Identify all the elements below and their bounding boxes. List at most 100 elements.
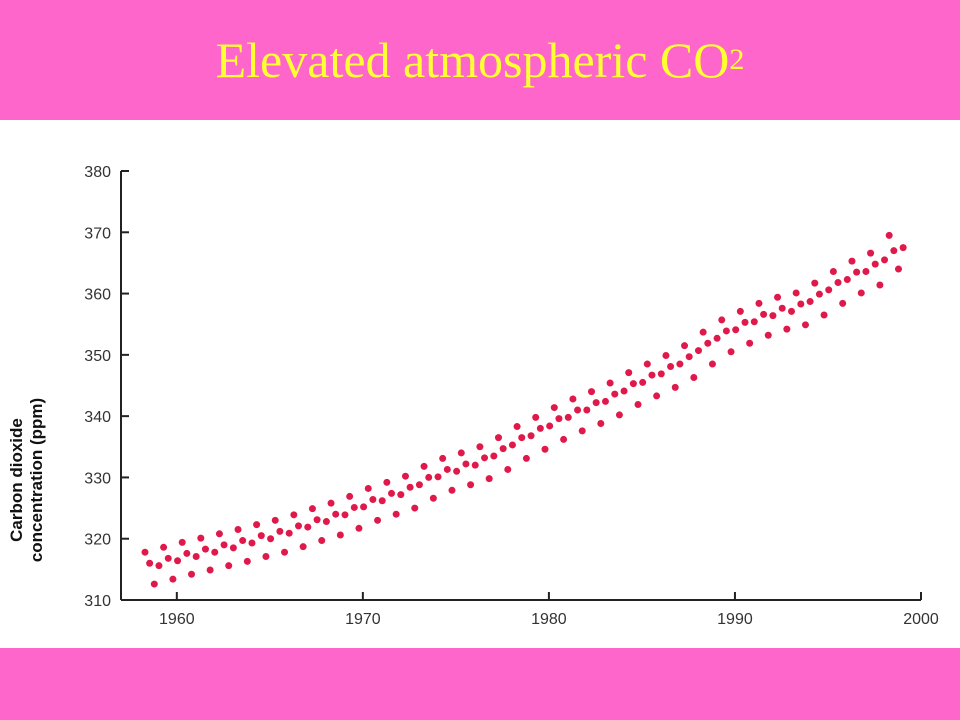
data-point xyxy=(257,532,265,540)
data-point xyxy=(457,449,465,457)
data-point xyxy=(597,419,605,427)
data-point xyxy=(369,495,377,503)
data-point xyxy=(829,268,837,276)
data-point xyxy=(527,432,535,440)
y-tick-label: 360 xyxy=(84,287,111,304)
data-point xyxy=(546,422,554,430)
data-point xyxy=(374,516,382,524)
data-point xyxy=(588,388,596,396)
data-point xyxy=(606,379,614,387)
data-point xyxy=(313,516,321,524)
data-point xyxy=(578,427,586,435)
data-point xyxy=(476,443,484,451)
title-text: Elevated atmospheric CO xyxy=(215,32,730,88)
data-point xyxy=(839,299,847,307)
data-point xyxy=(685,353,693,361)
data-point xyxy=(248,539,256,547)
y-tick-label: 310 xyxy=(84,593,111,610)
data-point xyxy=(392,510,400,518)
data-point xyxy=(141,548,149,556)
data-point xyxy=(732,326,740,334)
data-point xyxy=(420,462,428,470)
data-point xyxy=(811,279,819,287)
data-point xyxy=(657,370,665,378)
data-point xyxy=(220,541,228,549)
data-point xyxy=(169,575,177,583)
data-point xyxy=(815,290,823,298)
data-point xyxy=(541,445,549,453)
x-tick-label: 1990 xyxy=(717,611,753,628)
data-point xyxy=(746,339,754,347)
data-point xyxy=(401,472,409,480)
data-point xyxy=(188,570,196,578)
data-point xyxy=(867,249,875,257)
y-tick-label: 320 xyxy=(84,532,111,549)
data-point xyxy=(574,406,582,414)
data-point xyxy=(722,327,730,335)
data-point xyxy=(797,300,805,308)
data-point xyxy=(448,486,456,494)
data-point xyxy=(681,342,689,350)
data-point xyxy=(178,538,186,546)
data-point xyxy=(364,484,372,492)
data-point xyxy=(662,351,670,359)
data-point xyxy=(615,411,623,419)
data-point xyxy=(388,489,396,497)
data-point xyxy=(229,544,237,552)
data-point xyxy=(699,328,707,336)
data-point xyxy=(471,461,479,469)
data-point xyxy=(285,529,293,537)
data-point xyxy=(341,511,349,519)
data-point xyxy=(160,543,168,551)
data-point xyxy=(713,334,721,342)
data-point xyxy=(462,460,470,468)
data-point xyxy=(281,548,289,556)
data-point xyxy=(271,516,279,524)
data-point xyxy=(415,481,423,489)
chart: Carbon dioxide concentration (ppm) 310 32… xyxy=(0,120,960,648)
data-point xyxy=(783,325,791,333)
chart-background xyxy=(0,120,960,648)
data-point xyxy=(425,473,433,481)
data-point xyxy=(634,400,642,408)
data-point xyxy=(727,348,735,356)
data-point xyxy=(294,522,302,530)
data-point xyxy=(439,454,447,462)
data-point xyxy=(871,260,879,268)
data-point xyxy=(485,475,493,483)
y-tick-label: 330 xyxy=(84,470,111,487)
data-point xyxy=(704,339,712,347)
data-point xyxy=(383,478,391,486)
data-point xyxy=(755,299,763,307)
data-point xyxy=(881,256,889,264)
data-point xyxy=(406,483,414,491)
data-point xyxy=(308,505,316,513)
data-point xyxy=(197,534,205,542)
slide-title: Elevated atmospheric CO 2 xyxy=(0,0,960,120)
data-point xyxy=(667,363,675,371)
data-point xyxy=(318,537,326,545)
data-point xyxy=(736,307,744,315)
x-tick-label: 1970 xyxy=(345,611,381,628)
data-point xyxy=(201,545,209,553)
data-point xyxy=(834,279,842,287)
data-point xyxy=(192,552,200,560)
data-point xyxy=(653,392,661,400)
data-point xyxy=(899,244,907,252)
data-point xyxy=(718,316,726,324)
data-point xyxy=(894,265,902,273)
data-point xyxy=(592,399,600,407)
data-point xyxy=(564,413,572,421)
data-point xyxy=(694,347,702,355)
data-point xyxy=(346,492,354,500)
data-point xyxy=(671,383,679,391)
data-point xyxy=(764,331,772,339)
data-point xyxy=(550,404,558,412)
y-tick-label: 340 xyxy=(84,409,111,426)
data-point xyxy=(820,311,828,319)
data-point xyxy=(825,286,833,294)
data-point xyxy=(481,454,489,462)
data-point xyxy=(164,554,172,562)
data-point xyxy=(453,467,461,475)
